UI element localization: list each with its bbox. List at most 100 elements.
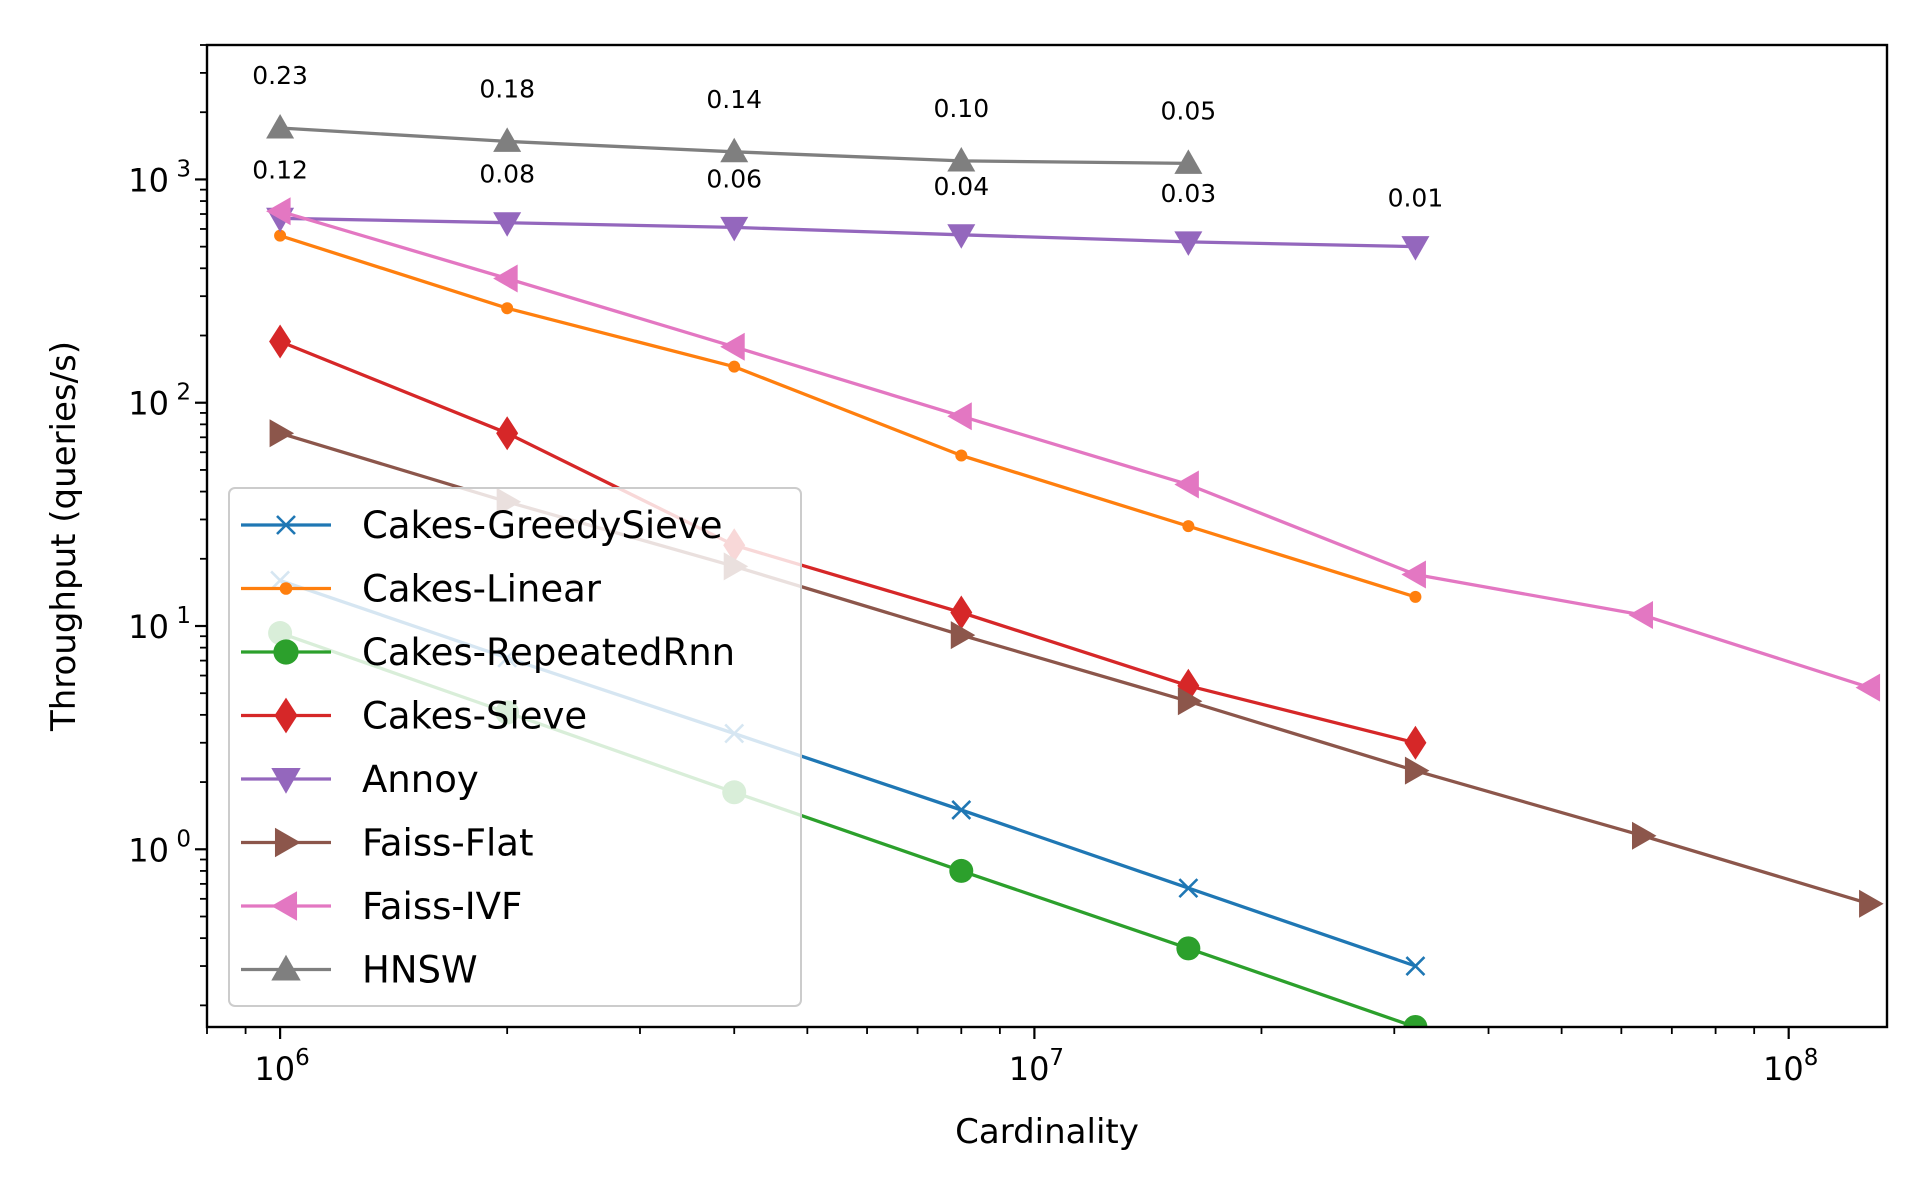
cakes-repeatedrnn-point-4-marker	[1176, 936, 1201, 961]
cakes-repeatedrnn-point-5-marker	[1403, 1015, 1428, 1027]
legend-annoy-marker	[271, 767, 301, 794]
cakes-sieve-point-3-marker	[950, 595, 973, 630]
y-axis-title: Throughput (queries/s)	[44, 341, 84, 732]
y-tick-exponent: 2	[176, 380, 191, 406]
hnsw-point-3-marker	[947, 146, 976, 172]
y-tick-label: 10 3	[128, 156, 191, 199]
faiss-ivf-line	[279, 209, 1871, 690]
annoy-line	[280, 216, 1416, 249]
faiss-ivf-point-4-marker	[1174, 470, 1199, 499]
legend-box	[228, 487, 802, 1007]
annotation-label: 0.04	[933, 172, 989, 201]
legend-entry-cakes-sieve: Cakes-Sieve	[241, 695, 587, 738]
legend-label: Faiss-Flat	[362, 822, 534, 865]
legend-label: Cakes-RepeatedRnn	[362, 631, 735, 674]
faiss-ivf-point-2-marker	[720, 332, 745, 361]
annotation-label: 0.06	[706, 164, 762, 193]
legend-faiss-ivf-marker	[271, 891, 298, 921]
hnsw-point-1-marker	[493, 127, 522, 152]
cakes-linear-point-3-marker	[955, 449, 968, 462]
y-tick-label: 10 2	[128, 380, 191, 423]
legend-entry-faiss-ivf: Faiss-IVF	[241, 885, 522, 928]
hnsw-point-0-marker	[266, 113, 295, 139]
cakes-greedysieve-point-3-marker	[951, 800, 972, 820]
legend: Cakes-GreedySieve Cakes-Linear Cakes-Repea…	[228, 487, 802, 1007]
legend-cakes-linear-marker	[279, 582, 293, 595]
faiss-flat-point-5-marker	[1404, 756, 1430, 785]
legend-label: Annoy	[362, 758, 479, 801]
y-tick-base: 10	[128, 608, 169, 646]
y-tick-base: 10	[128, 385, 169, 423]
faiss-ivf-point-5-marker	[1401, 560, 1426, 589]
cakes-sieve-point-0-marker	[269, 324, 292, 359]
y-tick-exponent: 1	[176, 603, 191, 629]
x-axis-title: Cardinality	[955, 1112, 1139, 1152]
series-hnsw	[266, 113, 1203, 174]
faiss-ivf-point-3-marker	[947, 402, 972, 431]
y-tick-exponent: 3	[176, 156, 191, 182]
annoy-point-2-marker	[720, 216, 749, 242]
legend-cakes-greedysieve-marker	[276, 515, 296, 535]
y-tick-base: 10	[128, 831, 169, 869]
legend-cakes-repeatedrnn-marker	[273, 639, 299, 665]
cakes-linear-point-4-marker	[1182, 520, 1195, 533]
legend-label: HNSW	[362, 949, 478, 992]
faiss-ivf-point-7-marker	[1855, 673, 1881, 702]
annoy-point-3-marker	[947, 224, 976, 249]
cakes-sieve-line	[279, 339, 1416, 745]
x-tick-label: 107	[1009, 1045, 1064, 1088]
series-faiss-ivf	[266, 197, 1881, 702]
legend-cakes-sieve-marker	[274, 697, 298, 734]
y-tick-label: 10 1	[128, 603, 191, 646]
legend-label: Cakes-GreedySieve	[362, 504, 723, 547]
axes-frame	[205, 43, 1889, 1029]
x-tick-exponent: 7	[1049, 1045, 1064, 1071]
legend-label: Cakes-Linear	[362, 568, 602, 611]
faiss-flat-point-0-marker	[269, 419, 295, 448]
annotation-label: 0.03	[1161, 179, 1217, 208]
x-tick-exponent: 8	[1804, 1045, 1819, 1071]
legend-entry-annoy: Annoy	[241, 758, 479, 801]
cakes-greedysieve-point-4-marker	[1178, 878, 1199, 899]
cakes-sieve-point-5-marker	[1404, 725, 1427, 760]
faiss-flat-point-6-marker	[1631, 821, 1657, 850]
annotation-label: 0.05	[1161, 96, 1217, 125]
x-tick-label: 108	[1763, 1045, 1818, 1088]
legend-label: Faiss-IVF	[362, 885, 522, 928]
cakes-greedysieve-point-5-marker	[1405, 956, 1426, 976]
x-tick-base: 10	[1009, 1050, 1050, 1088]
faiss-ivf-point-6-marker	[1628, 601, 1653, 630]
cakes-linear-line	[279, 234, 1416, 599]
y-tick-base: 10	[128, 161, 169, 199]
legend-label: Cakes-Sieve	[362, 695, 587, 738]
y-tick-label: 10 0	[128, 826, 191, 869]
faiss-ivf-point-1-marker	[493, 264, 518, 293]
legend-entry-cakes-linear: Cakes-Linear	[241, 568, 602, 611]
cakes-linear-point-5-marker	[1409, 590, 1422, 603]
legend-entry-hnsw: HNSW	[241, 949, 478, 992]
y-tick-exponent: 0	[176, 826, 191, 852]
annoy-point-1-marker	[493, 212, 522, 237]
legend-entry-cakes-repeatedrnn: Cakes-RepeatedRnn	[241, 631, 735, 674]
annotation-label: 0.23	[252, 61, 308, 90]
cakes-repeatedrnn-point-3-marker	[949, 858, 974, 883]
annotations: 0.23 0.18 0.14 0.10 0.05 0.12 0.08 0.06 0.04 0.03…	[252, 61, 1443, 213]
x-tick-label: 106	[254, 1045, 309, 1088]
legend-entry-cakes-greedysieve: Cakes-GreedySieve	[241, 504, 723, 547]
legend-entry-faiss-flat: Faiss-Flat	[241, 822, 534, 865]
annotation-label: 0.12	[252, 155, 308, 184]
annotation-label: 0.14	[706, 85, 762, 114]
cakes-sieve-point-1-marker	[496, 416, 519, 451]
x-tick-base: 10	[1763, 1050, 1804, 1088]
hnsw-point-4-marker	[1174, 149, 1203, 174]
faiss-ivf-point-0-marker	[266, 197, 291, 226]
annotation-label: 0.01	[1388, 184, 1444, 213]
faiss-flat-point-4-marker	[1177, 687, 1203, 716]
legend-faiss-flat-marker	[274, 827, 301, 858]
cakes-linear-point-1-marker	[501, 302, 514, 315]
annotation-label: 0.10	[933, 94, 989, 123]
x-tick-base: 10	[254, 1050, 295, 1088]
cakes-linear-point-2-marker	[728, 360, 741, 373]
